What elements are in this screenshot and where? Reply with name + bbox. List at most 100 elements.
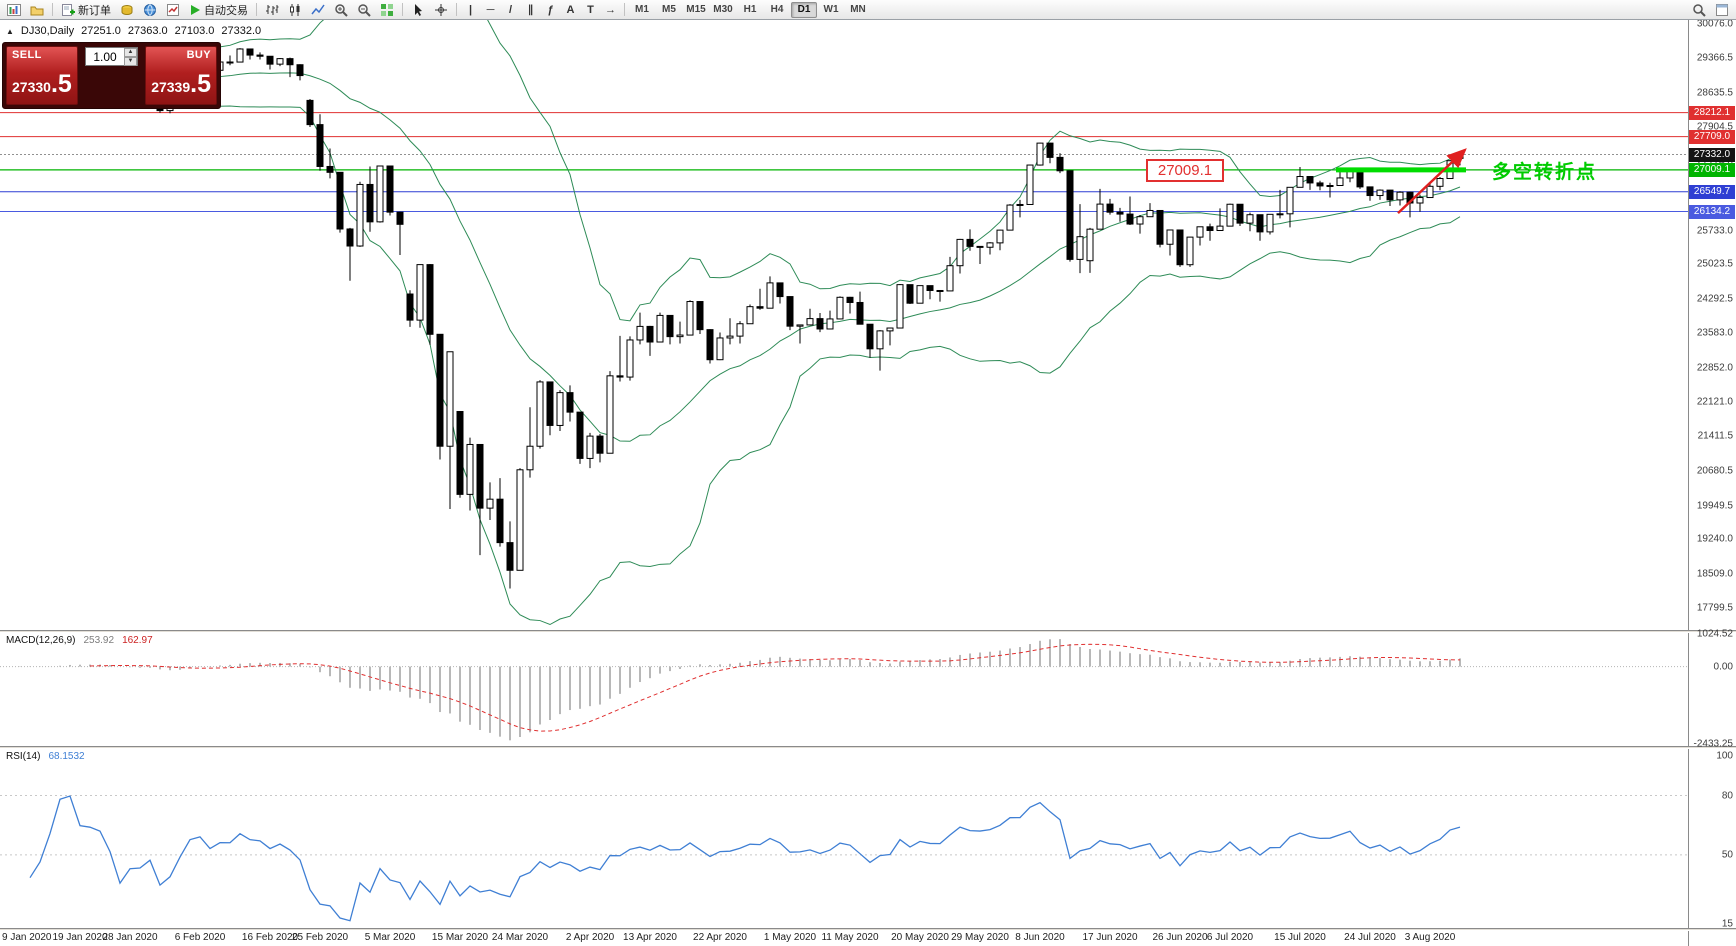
label-tool-button[interactable]: T <box>581 1 600 18</box>
macd-main-value: 253.92 <box>83 635 115 646</box>
bar-chart-icon <box>265 3 279 17</box>
date-tick: 24 Mar 2020 <box>491 932 549 943</box>
price-tick: 27174.0 <box>1697 157 1733 168</box>
new-order-label: 新订单 <box>78 4 111 17</box>
pane-divider[interactable] <box>0 928 1736 931</box>
price-badge: 26134.2 <box>1689 204 1735 219</box>
price-tick: 17799.5 <box>1696 602 1733 614</box>
fibonacci-tool-button[interactable]: ƒ <box>541 1 560 18</box>
timeframe-m5-button[interactable]: M5 <box>662 4 676 15</box>
date-tick: 17 Jun 2020 <box>1082 932 1138 943</box>
price-tick: 22852.0 <box>1696 362 1733 374</box>
date-axis[interactable]: 9 Jan 2020 19 Jan 2020 28 Jan 2020 6 Feb 20… <box>0 931 1688 946</box>
price-badge: 27332.0 <box>1689 147 1735 162</box>
rsi-label: RSI(14) <box>6 751 41 762</box>
volume-down-button[interactable]: ▼ <box>124 57 137 66</box>
sell-price: 27330.5 <box>12 70 72 98</box>
rsi-indicator-title: RSI(14) 68.1532 <box>6 751 85 762</box>
price-tick: 25733.0 <box>1696 225 1733 237</box>
data-window-button[interactable] <box>1711 1 1733 18</box>
price-tick: 22121.0 <box>1696 396 1733 408</box>
globe-icon <box>143 3 157 17</box>
new-chart-icon <box>7 3 21 17</box>
sell-button[interactable]: SELL 27330.5 <box>6 46 78 105</box>
timeframe-w1-button[interactable]: W1 <box>823 4 839 15</box>
rsi-axis-tick: 80 <box>1721 790 1733 802</box>
trendline-tool-button[interactable]: / <box>501 1 520 18</box>
profiles-button[interactable] <box>26 1 48 18</box>
macd-axis-tick: 1024.52 <box>1696 628 1733 640</box>
candlestick-chart-button[interactable] <box>284 1 306 18</box>
market-watch-icon <box>166 3 180 17</box>
market-watch-button[interactable] <box>162 1 184 18</box>
macd-axis-tick: -2433.25 <box>1693 738 1733 750</box>
search-button[interactable] <box>1688 1 1710 18</box>
sell-label: SELL <box>12 49 42 61</box>
cursor-button[interactable] <box>407 1 429 18</box>
date-tick: 15 Mar 2020 <box>431 932 489 943</box>
line-chart-icon <box>311 3 325 17</box>
bar-chart-button[interactable] <box>261 1 283 18</box>
price-tick: 27904.5 <box>1696 121 1733 133</box>
new-order-button[interactable]: 新订单 <box>57 1 115 18</box>
price-tick: 24292.5 <box>1696 293 1733 305</box>
price-axis-border <box>1688 20 1689 946</box>
zoom-out-button[interactable] <box>353 1 375 18</box>
history-center-button[interactable] <box>116 1 138 18</box>
date-tick: 26 Jun 2020 <box>1152 932 1208 943</box>
rsi-axis-tick: 15 <box>1721 918 1733 930</box>
buy-label: BUY <box>186 49 211 61</box>
price-level-callout[interactable]: 27009.1 <box>1146 159 1224 182</box>
buy-button[interactable]: BUY 27339.5 <box>145 46 217 105</box>
price-badge: 27009.1 <box>1689 162 1735 177</box>
date-tick: 25 Feb 2020 <box>291 932 349 943</box>
price-tick: 29366.5 <box>1696 52 1733 64</box>
pane-divider[interactable] <box>0 630 1736 633</box>
tile-windows-button[interactable] <box>376 1 398 18</box>
search-icon <box>1692 3 1706 17</box>
date-tick: 16 Feb 2020 <box>241 932 299 943</box>
global-settings-button[interactable] <box>139 1 161 18</box>
timeframe-m1-button[interactable]: M1 <box>635 4 649 15</box>
ohlc-high: 27363.0 <box>127 25 168 37</box>
arrows-tool-button[interactable]: → <box>601 1 620 18</box>
autotrading-label: 自动交易 <box>204 4 248 17</box>
price-tick: 19240.0 <box>1696 533 1733 545</box>
one-click-toggle-icon[interactable]: ▲ <box>6 26 14 36</box>
timeframe-h4-button[interactable]: H4 <box>770 4 784 15</box>
date-tick: 24 Jul 2020 <box>1344 932 1396 943</box>
price-axis[interactable]: 30076.029366.528635.527904.527174.026463… <box>1689 19 1736 946</box>
volume-section: ▲ ▼ <box>81 46 142 105</box>
timeframe-d1-button[interactable]: D1 <box>791 1 817 18</box>
volume-input[interactable] <box>86 48 124 65</box>
pane-divider[interactable] <box>0 746 1736 749</box>
zoom-in-button[interactable] <box>330 1 352 18</box>
timeframe-mn-button[interactable]: MN <box>850 4 866 15</box>
date-tick: 13 Apr 2020 <box>623 932 677 943</box>
price-badge: 27709.0 <box>1689 129 1735 144</box>
timeframe-m30-button[interactable]: M30 <box>713 4 733 15</box>
price-tick: 21411.5 <box>1697 430 1733 442</box>
turning-point-label[interactable]: 多空转折点 <box>1492 162 1598 183</box>
rsi-axis-tick: 50 <box>1721 849 1733 861</box>
new-chart-button[interactable] <box>3 1 25 18</box>
main-toolbar: 新订单 自动交易 | ─ / ∥ ƒ A T → M1 M <box>0 0 1736 20</box>
vertical-line-tool-button[interactable]: | <box>461 1 480 18</box>
volume-up-button[interactable]: ▲ <box>124 48 137 57</box>
line-chart-button[interactable] <box>307 1 329 18</box>
timeframe-m15-button[interactable]: M15 <box>686 4 706 15</box>
autotrading-button[interactable]: 自动交易 <box>185 1 252 18</box>
candlestick-icon <box>288 3 302 17</box>
date-tick: 3 Aug 2020 <box>1404 932 1456 943</box>
candlestick-chart[interactable] <box>0 20 1688 946</box>
rsi-axis-tick: 100 <box>1716 750 1733 762</box>
text-tool-button[interactable]: A <box>561 1 580 18</box>
horizontal-line-tool-button[interactable]: ─ <box>481 1 500 18</box>
trendline-icon: / <box>508 3 513 16</box>
one-click-trading-panel: SELL 27330.5 ▲ ▼ BUY 27339.5 <box>2 42 221 109</box>
profiles-icon <box>30 3 44 17</box>
channel-tool-button[interactable]: ∥ <box>521 1 540 18</box>
timeframe-h1-button[interactable]: H1 <box>743 4 757 15</box>
crosshair-button[interactable] <box>430 1 452 18</box>
date-tick: 28 Jan 2020 <box>102 932 158 943</box>
